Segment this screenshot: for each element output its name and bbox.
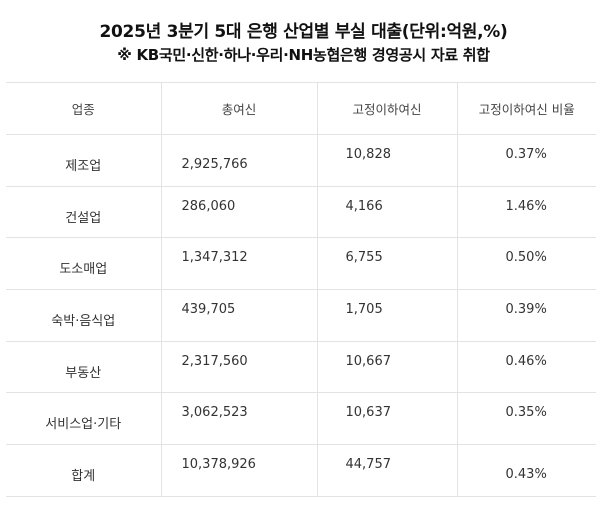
total-cell: 439,705	[160, 289, 317, 342]
table-row: 도소매업 1,347,312 6,755 0.50%	[6, 237, 596, 291]
ratio-cell: 0.37%	[456, 134, 596, 187]
ratio-value: 0.46%	[505, 353, 547, 369]
total-cell: 1,347,312	[160, 237, 317, 291]
industry-cell: 부동산	[6, 340, 161, 394]
substandard-cell: 10,667	[316, 340, 457, 394]
substandard-cell: 6,755	[316, 237, 457, 291]
ratio-value: 0.37%	[505, 146, 547, 162]
header-total-loans: 총여신	[160, 82, 317, 135]
ratio-cell: 0.43%	[456, 444, 596, 497]
industry-cell: 건설업	[6, 185, 161, 239]
industry-label: 제조업	[65, 158, 102, 174]
substandard-value: 6,755	[345, 250, 383, 266]
industry-cell: 제조업	[6, 134, 161, 187]
header-substandard-loans: 고정이하여신	[316, 82, 457, 135]
ratio-value: 0.50%	[505, 250, 547, 266]
total-value: 286,060	[181, 198, 236, 214]
header-industry: 업종	[6, 82, 161, 135]
total-cell: 2,925,766	[160, 134, 317, 187]
header-substandard-ratio: 고정이하여신 비율	[456, 82, 596, 135]
substandard-value: 44,757	[345, 456, 392, 472]
total-cell: 2,317,560	[160, 340, 317, 394]
ratio-value: 0.35%	[505, 405, 547, 421]
industry-label: 합계	[71, 468, 96, 484]
total-value: 2,317,560	[181, 353, 248, 369]
substandard-value: 4,166	[345, 198, 383, 214]
total-cell: 286,060	[160, 185, 317, 239]
loan-table: 업종 총여신 고정이하여신 고정이하여신 비율 제조업 2,925,766 10…	[6, 82, 596, 497]
table-subtitle: ※ KB국민·신한·하나·우리·NH농협은행 경영공시 자료 취합	[117, 46, 490, 64]
substandard-cell: 44,757	[316, 444, 457, 497]
substandard-value: 10,828	[345, 146, 392, 162]
industry-label: 서비스업·기타	[45, 417, 122, 433]
ratio-value: 1.46%	[505, 198, 547, 214]
table-row: 서비스업·기타 3,062,523 10,637 0.35%	[6, 392, 596, 446]
table-row: 부동산 2,317,560 10,667 0.46%	[6, 340, 596, 394]
total-cell: 10,378,926	[160, 444, 317, 497]
total-value: 10,378,926	[181, 456, 256, 472]
table-title: 2025년 3분기 5대 은행 산업별 부실 대출(단위:억원,%)	[99, 22, 508, 42]
ratio-value: 0.39%	[505, 301, 547, 317]
substandard-value: 1,705	[345, 301, 383, 317]
substandard-cell: 1,705	[316, 289, 457, 342]
industry-label: 도소매업	[59, 262, 108, 278]
ratio-cell: 0.46%	[456, 340, 596, 394]
table-row: 숙박·음식업 439,705 1,705 0.39%	[6, 289, 596, 342]
industry-label: 부동산	[65, 365, 102, 381]
table-row: 건설업 286,060 4,166 1.46%	[6, 185, 596, 239]
substandard-value: 10,637	[345, 405, 392, 421]
ratio-cell: 0.35%	[456, 392, 596, 446]
industry-cell: 도소매업	[6, 237, 161, 291]
ratio-value: 0.43%	[505, 466, 547, 482]
substandard-cell: 10,637	[316, 392, 457, 446]
ratio-cell: 0.39%	[456, 289, 596, 342]
ratio-cell: 1.46%	[456, 185, 596, 239]
industry-cell: 숙박·음식업	[6, 289, 161, 342]
substandard-cell: 4,166	[316, 185, 457, 239]
total-value: 2,925,766	[181, 156, 248, 172]
total-value: 1,347,312	[181, 250, 248, 266]
industry-cell: 합계	[6, 444, 161, 497]
industry-label: 숙박·음식업	[51, 313, 116, 329]
industry-label: 건설업	[65, 210, 102, 226]
ratio-cell: 0.50%	[456, 237, 596, 291]
title-block: 2025년 3분기 5대 은행 산업별 부실 대출(단위:억원,%) ※ KB국…	[0, 20, 607, 66]
total-value: 3,062,523	[181, 405, 248, 421]
total-value: 439,705	[181, 301, 236, 317]
substandard-cell: 10,828	[316, 134, 457, 187]
industry-cell: 서비스업·기타	[6, 392, 161, 446]
table-row: 제조업 2,925,766 10,828 0.37%	[6, 134, 596, 187]
table-header-row: 업종 총여신 고정이하여신 고정이하여신 비율	[6, 82, 596, 135]
total-cell: 3,062,523	[160, 392, 317, 446]
table-row-total: 합계 10,378,926 44,757 0.43%	[6, 444, 596, 497]
substandard-value: 10,667	[345, 353, 392, 369]
